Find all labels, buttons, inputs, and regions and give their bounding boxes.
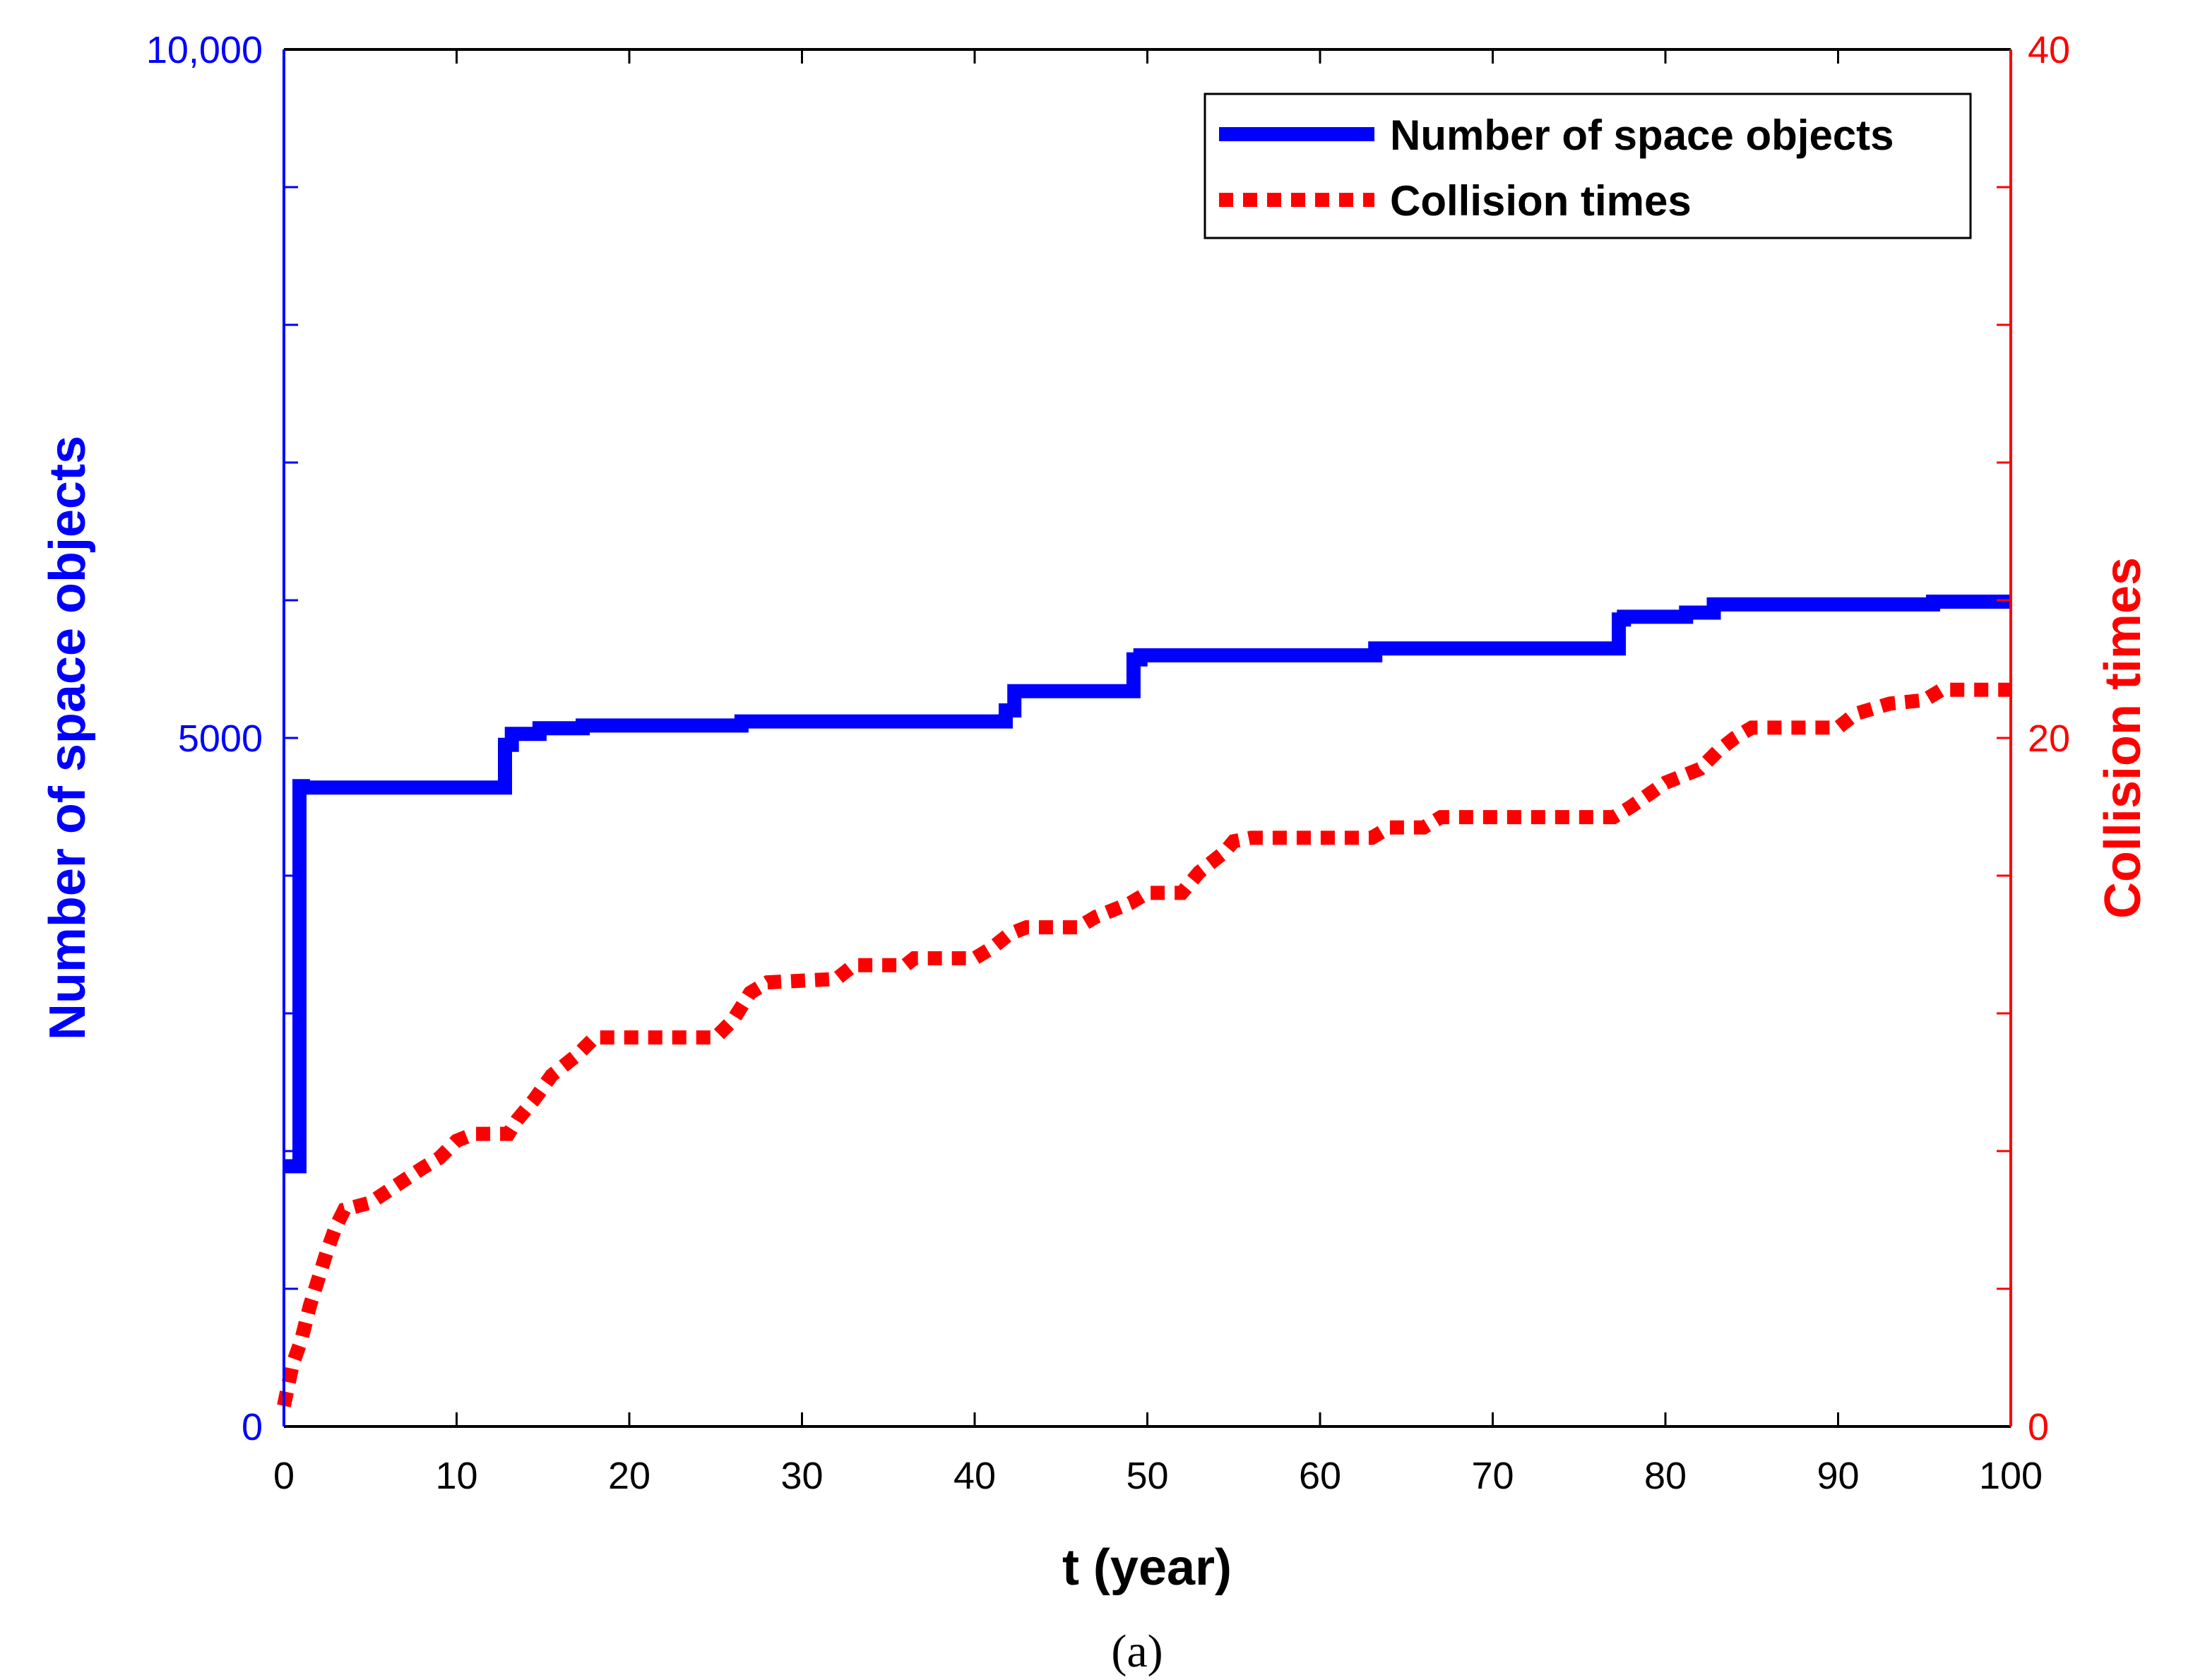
x-tick-label-90: 90 bbox=[1817, 1455, 1859, 1497]
legend-box bbox=[1204, 93, 1972, 239]
y-right-tick-label-0: 0 bbox=[2028, 1406, 2049, 1448]
x-tick-label-50: 50 bbox=[1126, 1455, 1168, 1497]
legend-label-space-objects: Number of space objects bbox=[1390, 112, 1894, 159]
x-tick-label-60: 60 bbox=[1299, 1455, 1341, 1497]
series-layer bbox=[277, 595, 2011, 1407]
series-line-space-objects bbox=[284, 595, 2011, 1174]
x-axis-title: t (year) bbox=[1062, 1539, 1232, 1596]
tick-labels-layer: 0 10 20 30 40 50 60 70 80 90 100 0 5000 10,000 0 20 40 bbox=[146, 29, 2070, 1497]
legend-label-collision-times: Collision times bbox=[1390, 177, 1692, 225]
x-tick-label-10: 10 bbox=[435, 1455, 477, 1497]
x-tick-label-30: 30 bbox=[780, 1455, 823, 1497]
legend: Number of space objects Collision times bbox=[1204, 93, 1972, 239]
y-axis-right-title: Collision times bbox=[2095, 557, 2151, 919]
y-left-tick-label-0: 0 bbox=[242, 1406, 263, 1448]
x-tick-label-70: 70 bbox=[1471, 1455, 1514, 1497]
x-tick-label-40: 40 bbox=[953, 1455, 996, 1497]
x-tick-label-80: 80 bbox=[1644, 1455, 1687, 1497]
y-axis-left-title: Number of space objects bbox=[40, 436, 96, 1040]
x-tick-label-0: 0 bbox=[273, 1455, 295, 1497]
x-tick-label-20: 20 bbox=[608, 1455, 650, 1497]
y-right-tick-label-20: 20 bbox=[2028, 717, 2070, 760]
figure-caption: (a) bbox=[1111, 1626, 1163, 1677]
y-left-tick-label-10000: 10,000 bbox=[146, 29, 263, 71]
x-tick-label-100: 100 bbox=[1979, 1455, 2043, 1497]
y-left-tick-label-5000: 5000 bbox=[178, 717, 263, 760]
y-right-tick-label-40: 40 bbox=[2028, 29, 2070, 71]
series-line-collision-times bbox=[277, 682, 2011, 1407]
